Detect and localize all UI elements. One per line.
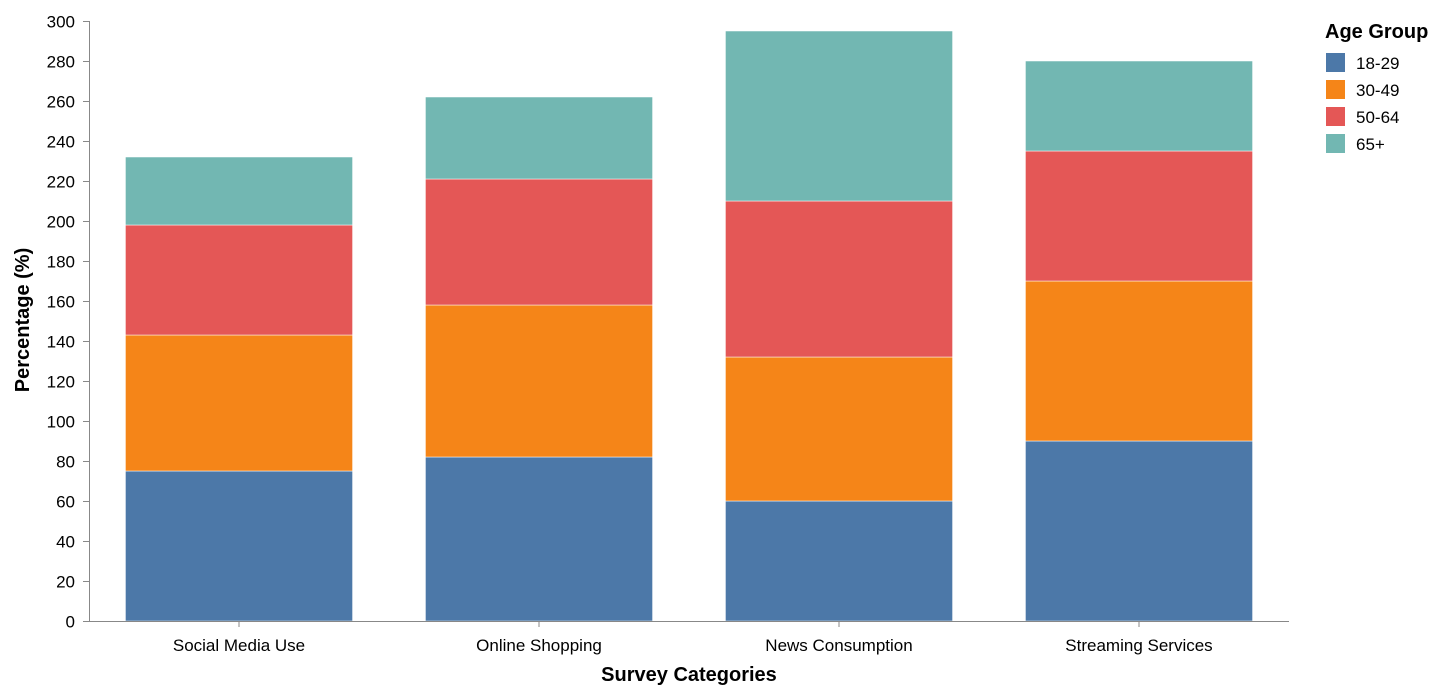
bar-segment — [1025, 440, 1253, 622]
bar-segment — [425, 304, 653, 458]
y-tick-label: 300 — [47, 13, 75, 32]
bars-layer — [125, 30, 1253, 622]
y-tick-label: 180 — [47, 253, 75, 272]
bar-segment — [425, 178, 653, 306]
bar-segment — [725, 200, 953, 358]
y-tick-label: 120 — [47, 373, 75, 392]
bar-segment — [725, 356, 953, 502]
y-tick-label: 80 — [56, 453, 75, 472]
y-tick-label: 200 — [47, 213, 75, 232]
legend-swatch — [1326, 107, 1345, 126]
bar-segment — [1025, 60, 1253, 152]
y-tick-label: 260 — [47, 93, 75, 112]
legend-swatch — [1326, 80, 1345, 99]
bar-segment — [425, 96, 653, 180]
y-axis: 0 20 40 60 80 100 120 140 160 180 200 220 240 260 280 3… — [47, 13, 90, 632]
legend-title: Age Group — [1325, 21, 1428, 43]
y-tick-label: 0 — [66, 613, 75, 632]
y-tick-label: 20 — [56, 573, 75, 592]
y-tick-label: 240 — [47, 133, 75, 152]
y-tick-label: 100 — [47, 413, 75, 432]
x-tick-label: Online Shopping — [476, 636, 602, 655]
y-tick-label: 60 — [56, 493, 75, 512]
legend-label: 18-29 — [1356, 54, 1399, 73]
bar-segment — [125, 470, 353, 622]
legend-label: 65+ — [1356, 135, 1385, 154]
x-tick-label: Streaming Services — [1065, 636, 1212, 655]
y-axis-title: Percentage (%) — [12, 248, 34, 393]
bar-segment — [725, 500, 953, 622]
x-axis: Social Media Use Online Shopping News Cons… — [89, 621, 1289, 655]
legend: Age Group 18-29 30-49 50-64 65+ — [1325, 21, 1428, 154]
legend-swatch — [1326, 134, 1345, 153]
bar-segment — [1025, 280, 1253, 442]
bar-segment — [125, 224, 353, 336]
y-tick-label: 220 — [47, 173, 75, 192]
bar-segment — [125, 334, 353, 472]
y-tick-label: 40 — [56, 533, 75, 552]
y-tick-label: 280 — [47, 53, 75, 72]
bar-segment — [125, 156, 353, 226]
y-tick-label: 160 — [47, 293, 75, 312]
x-tick-label: News Consumption — [765, 636, 912, 655]
legend-swatch — [1326, 53, 1345, 72]
bar-segment — [1025, 150, 1253, 282]
bar-segment — [425, 456, 653, 622]
x-axis-title: Survey Categories — [601, 664, 777, 686]
legend-label: 50-64 — [1356, 108, 1399, 127]
y-tick-label: 140 — [47, 333, 75, 352]
legend-label: 30-49 — [1356, 81, 1399, 100]
x-tick-label: Social Media Use — [173, 636, 305, 655]
bar-segment — [725, 30, 953, 202]
